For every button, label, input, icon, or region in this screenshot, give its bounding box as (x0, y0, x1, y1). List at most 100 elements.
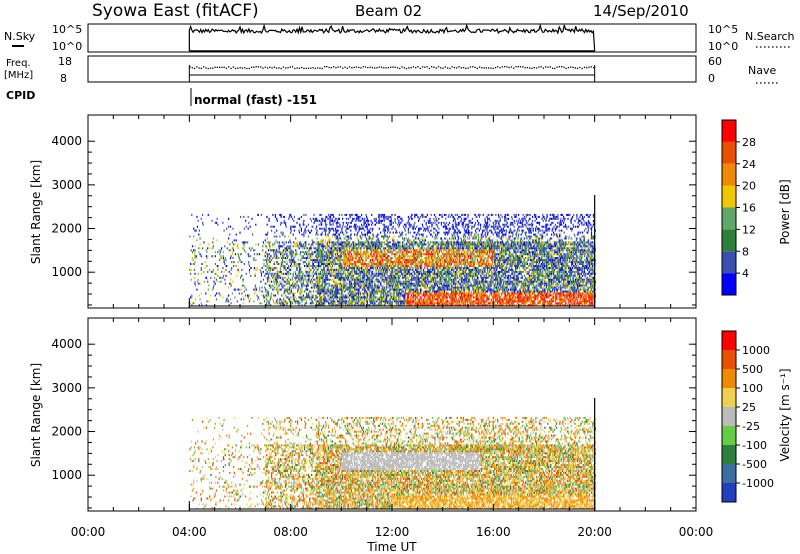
echo-cell (274, 281, 275, 283)
echo-cell (325, 218, 326, 220)
echo-cell (384, 295, 385, 297)
echo-cell (327, 291, 328, 293)
nave-dot (376, 67, 377, 68)
echo-cell (396, 269, 397, 271)
echo-cell (362, 279, 363, 281)
echo-cell (403, 245, 404, 247)
echo-cell (391, 214, 392, 216)
echo-cell (344, 283, 345, 285)
echo-cell (388, 245, 389, 247)
echo-cell (232, 241, 233, 243)
echo-cell (318, 287, 319, 289)
echo-cell (371, 251, 372, 253)
echo-cell (378, 279, 379, 281)
nave-dot (593, 67, 594, 68)
echo-cell (368, 279, 369, 281)
echo-cell (341, 249, 342, 251)
echo-cell (370, 236, 371, 238)
echo-cell (292, 261, 293, 263)
echo-cell (300, 298, 301, 300)
echo-cell (303, 255, 304, 257)
echo-cell (249, 265, 250, 267)
echo-cell (364, 277, 365, 279)
echo-cell (248, 263, 249, 265)
echo-cell (388, 293, 389, 295)
echo-cell (324, 241, 325, 243)
freq-tick-bottom: 8 (60, 72, 67, 85)
nave-dot (442, 68, 443, 69)
echo-cell (323, 245, 324, 247)
echo-cell (349, 245, 350, 247)
echo-cell (348, 302, 349, 304)
echo-cell (390, 222, 391, 224)
echo-cell (389, 255, 390, 257)
echo-cell (345, 298, 346, 300)
echo-cell (322, 257, 323, 259)
echo-cell (345, 295, 346, 297)
echo-cell (288, 265, 289, 267)
echo-cell (301, 300, 302, 302)
echo-cell (231, 269, 232, 271)
echo-cell (257, 295, 258, 297)
echo-cell (369, 291, 370, 293)
echo-cell (381, 269, 382, 271)
echo-cell (400, 267, 401, 269)
echo-cell (346, 214, 347, 216)
echo-cell (274, 253, 275, 255)
echo-cell (227, 298, 228, 300)
echo-cell (282, 253, 283, 255)
echo-cell (396, 243, 397, 245)
echo-cell (288, 245, 289, 247)
echo-cell (372, 267, 373, 269)
echo-cell (277, 271, 278, 273)
echo-cell (390, 261, 391, 263)
echo-cell (327, 295, 328, 297)
echo-cell (315, 259, 316, 261)
echo-cell (244, 228, 245, 230)
echo-cell (330, 259, 331, 261)
echo-cell (364, 257, 365, 259)
echo-cell (357, 296, 358, 298)
echo-cell (266, 261, 267, 263)
echo-cell (415, 257, 416, 259)
nave-tick-top: 60 (708, 55, 722, 68)
echo-cell (315, 249, 316, 251)
echo-cell (301, 285, 302, 287)
echo-cell (281, 273, 282, 275)
echo-cell (380, 267, 381, 269)
echo-cell (283, 298, 284, 300)
nave-dot (468, 68, 469, 69)
nave-dot (358, 67, 359, 68)
echo-cell (282, 300, 283, 302)
echo-cell (229, 249, 230, 251)
echo-cell (338, 287, 339, 289)
echo-cell (331, 224, 332, 226)
echo-cell (280, 275, 281, 277)
echo-cell (324, 283, 325, 285)
nave-dot (390, 67, 391, 68)
echo-cell (404, 287, 405, 289)
echo-cell (330, 214, 331, 216)
echo-cell (312, 226, 313, 228)
echo-cell (381, 291, 382, 293)
echo-cell (349, 253, 350, 255)
echo-cell (303, 295, 304, 297)
echo-cell (353, 263, 354, 265)
echo-cell (308, 277, 309, 279)
echo-cell (357, 273, 358, 275)
echo-cell (335, 234, 336, 236)
echo-cell (315, 243, 316, 245)
echo-cell (356, 243, 357, 245)
echo-cell (269, 269, 270, 271)
echo-cell (220, 249, 221, 251)
echo-cell (416, 214, 417, 216)
echo-cell (413, 228, 414, 230)
echo-cell (301, 230, 302, 232)
echo-cell (324, 300, 325, 302)
echo-cell (317, 291, 318, 293)
echo-cell (407, 259, 408, 261)
echo-cell (355, 285, 356, 287)
echo-cell (288, 273, 289, 275)
echo-cell (337, 253, 338, 255)
echo-cell (305, 257, 306, 259)
